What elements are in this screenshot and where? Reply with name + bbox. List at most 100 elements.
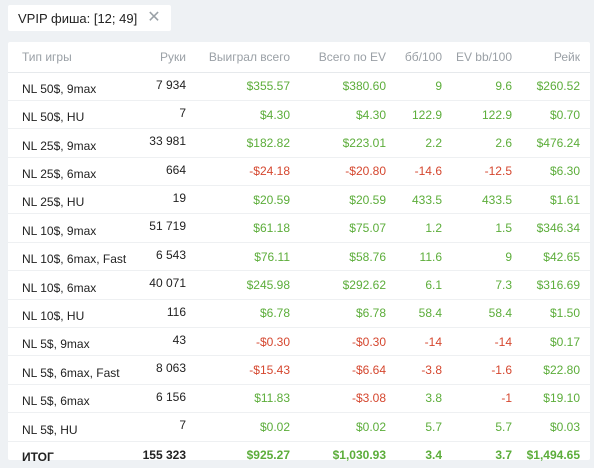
- stats-panel: Тип игры Руки Выиграл всего Всего по EV …: [8, 42, 590, 464]
- cell-game-type: NL 10$, HU: [8, 299, 126, 329]
- cell-rake: $476.24: [522, 128, 590, 158]
- cell-ev-bb100: 1.5: [452, 213, 522, 243]
- cell-hands: 51 719: [126, 213, 196, 243]
- cell-bb100: 9: [396, 72, 452, 101]
- column-header-game-type[interactable]: Тип игры: [8, 42, 126, 73]
- total-rake: $1,494.65: [526, 447, 580, 462]
- filter-chip[interactable]: VPIP фиша: [12; 49] ✕: [8, 5, 171, 31]
- close-icon[interactable]: ✕: [147, 9, 161, 26]
- cell-hands: 116: [126, 299, 196, 329]
- cell-rake: $22.80: [522, 355, 590, 385]
- cell-game-type: NL 25$, 9max: [8, 128, 126, 158]
- total-hands: 155 323: [142, 447, 186, 462]
- cell-rake: $260.52: [522, 72, 590, 101]
- cell-hands: 664: [126, 157, 196, 187]
- cell-bb100: 433.5: [396, 185, 452, 215]
- cell-ev-bb100: 122.9: [452, 100, 522, 130]
- column-header-rake[interactable]: Рейк: [522, 42, 590, 73]
- cell-rake: $42.65: [522, 242, 590, 272]
- table-row[interactable]: NL 50$, HU 7 $4.30 $4.30 122.9 122.9 $0.70: [8, 100, 590, 130]
- cell-ev-bb100: 9.6: [452, 72, 522, 101]
- cell-won-total: -$15.43: [196, 355, 300, 385]
- cell-rake: $19.10: [522, 384, 590, 414]
- cell-ev-bb100: 9: [452, 242, 522, 272]
- table-row[interactable]: NL 10$, 6max, Fast 6 543 $76.11 $58.76 11.6 9…: [8, 242, 590, 272]
- cell-game-type: NL 5$, 9max: [8, 327, 126, 357]
- cell-bb100: 2.2: [396, 128, 452, 158]
- cell-won-total: $20.59: [196, 185, 300, 215]
- total-won: $925.27: [246, 447, 290, 462]
- table-header-row: Тип игры Руки Выиграл всего Всего по EV …: [8, 42, 590, 73]
- table-row[interactable]: NL 25$, HU 19 $20.59 $20.59 433.5 433.5 $1.61: [8, 185, 590, 215]
- cell-bb100: 6.1: [396, 270, 452, 300]
- cell-won-total: -$0.30: [196, 327, 300, 357]
- cell-hands: 8 063: [126, 355, 196, 385]
- cell-ev-total: $380.60: [300, 72, 396, 101]
- cell-rake: $1.61: [522, 185, 590, 215]
- cell-rake: $346.34: [522, 213, 590, 243]
- table-row[interactable]: NL 50$, 9max 7 934 $355.57 $380.60 9 9.6 $260.…: [8, 72, 590, 101]
- table-row[interactable]: NL 5$, 6max 6 156 $11.83 -$3.08 3.8 -1 $19.10: [8, 384, 590, 414]
- cell-game-type: NL 50$, HU: [8, 100, 126, 130]
- cell-bb100: -3.8: [396, 355, 452, 385]
- column-header-ev-total[interactable]: Всего по EV: [300, 42, 396, 73]
- cell-won-total: $61.18: [196, 213, 300, 243]
- cell-hands: 7 934: [126, 72, 196, 101]
- cell-ev-total: $292.62: [300, 270, 396, 300]
- cell-ev-total: $75.07: [300, 213, 396, 243]
- game-type-stats-table: Тип игры Руки Выиграл всего Всего по EV …: [8, 42, 590, 468]
- table-row[interactable]: NL 5$, 6max, Fast 8 063 -$15.43 -$6.64 -3.8-…: [8, 355, 590, 385]
- cell-hands: 40 071: [126, 270, 196, 300]
- cell-ev-total: -$20.80: [300, 157, 396, 187]
- cell-hands: 43: [126, 327, 196, 357]
- cell-rake: $0.03: [522, 412, 590, 442]
- cell-bb100: -14.6: [396, 157, 452, 187]
- cell-won-total: $76.11: [196, 242, 300, 272]
- cell-hands: 7: [126, 100, 196, 130]
- cell-won-total: -$24.18: [196, 157, 300, 187]
- cell-ev-total: -$3.08: [300, 384, 396, 414]
- table-row[interactable]: NL 10$, 9max 51 719 $61.18 $75.07 1.2 1.5 $346…: [8, 213, 590, 243]
- cell-ev-total: $58.76: [300, 242, 396, 272]
- column-header-bb100[interactable]: бб/100: [396, 42, 452, 73]
- column-header-ev-bb100[interactable]: EV bb/100: [452, 42, 522, 73]
- cell-ev-bb100: 2.6: [452, 128, 522, 158]
- cell-ev-bb100: 433.5: [452, 185, 522, 215]
- table-row[interactable]: NL 10$, HU 116 $6.78 $6.78 58.4 58.4 $1.50: [8, 299, 590, 329]
- cell-bb100: 58.4: [396, 299, 452, 329]
- table-row[interactable]: NL 25$, 6max 664 -$24.18 -$20.80 -14.6 -12.5 $…: [8, 157, 590, 187]
- table-row[interactable]: NL 25$, 9max 33 981 $182.82 $223.01 2.2 2.6 $4…: [8, 128, 590, 158]
- cell-ev-total: $4.30: [300, 100, 396, 130]
- total-bb100: 3.4: [425, 447, 442, 462]
- cell-game-type: NL 10$, 6max, Fast: [8, 242, 126, 272]
- cell-won-total: $355.57: [196, 72, 300, 101]
- cell-game-type: NL 5$, 6max, Fast: [8, 355, 126, 385]
- cell-ev-bb100: 58.4: [452, 299, 522, 329]
- cell-hands: 6 156: [126, 384, 196, 414]
- cell-hands: 33 981: [126, 128, 196, 158]
- column-header-hands[interactable]: Руки: [126, 42, 196, 73]
- cell-ev-bb100: -12.5: [452, 157, 522, 187]
- column-header-won-total[interactable]: Выиграл всего: [196, 42, 300, 73]
- table-row[interactable]: NL 10$, 6max 40 071 $245.98 $292.62 6.1 7.3 $3…: [8, 270, 590, 300]
- cell-bb100: 5.7: [396, 412, 452, 442]
- cell-ev-total: $0.02: [300, 412, 396, 442]
- table-row[interactable]: NL 5$, HU 7 $0.02 $0.02 5.7 5.7 $0.03: [8, 412, 590, 442]
- cell-won-total: $182.82: [196, 128, 300, 158]
- cell-game-type: NL 5$, 6max: [8, 384, 126, 414]
- cell-ev-total: $20.59: [300, 185, 396, 215]
- cell-ev-total: -$6.64: [300, 355, 396, 385]
- cell-bb100: 122.9: [396, 100, 452, 130]
- cell-ev-bb100: -1: [452, 384, 522, 414]
- total-ev-bb100: 3.7: [495, 447, 512, 462]
- cell-rake: $0.17: [522, 327, 590, 357]
- cell-won-total: $245.98: [196, 270, 300, 300]
- table-row[interactable]: NL 5$, 9max 43 -$0.30 -$0.30 -14 -14 $0.17: [8, 327, 590, 357]
- cell-ev-bb100: 7.3: [452, 270, 522, 300]
- cell-won-total: $0.02: [196, 412, 300, 442]
- cell-hands: 6 543: [126, 242, 196, 272]
- cell-ev-bb100: -14: [452, 327, 522, 357]
- cell-game-type: NL 10$, 6max: [8, 270, 126, 300]
- cell-ev-total: -$0.30: [300, 327, 396, 357]
- cell-bb100: 1.2: [396, 213, 452, 243]
